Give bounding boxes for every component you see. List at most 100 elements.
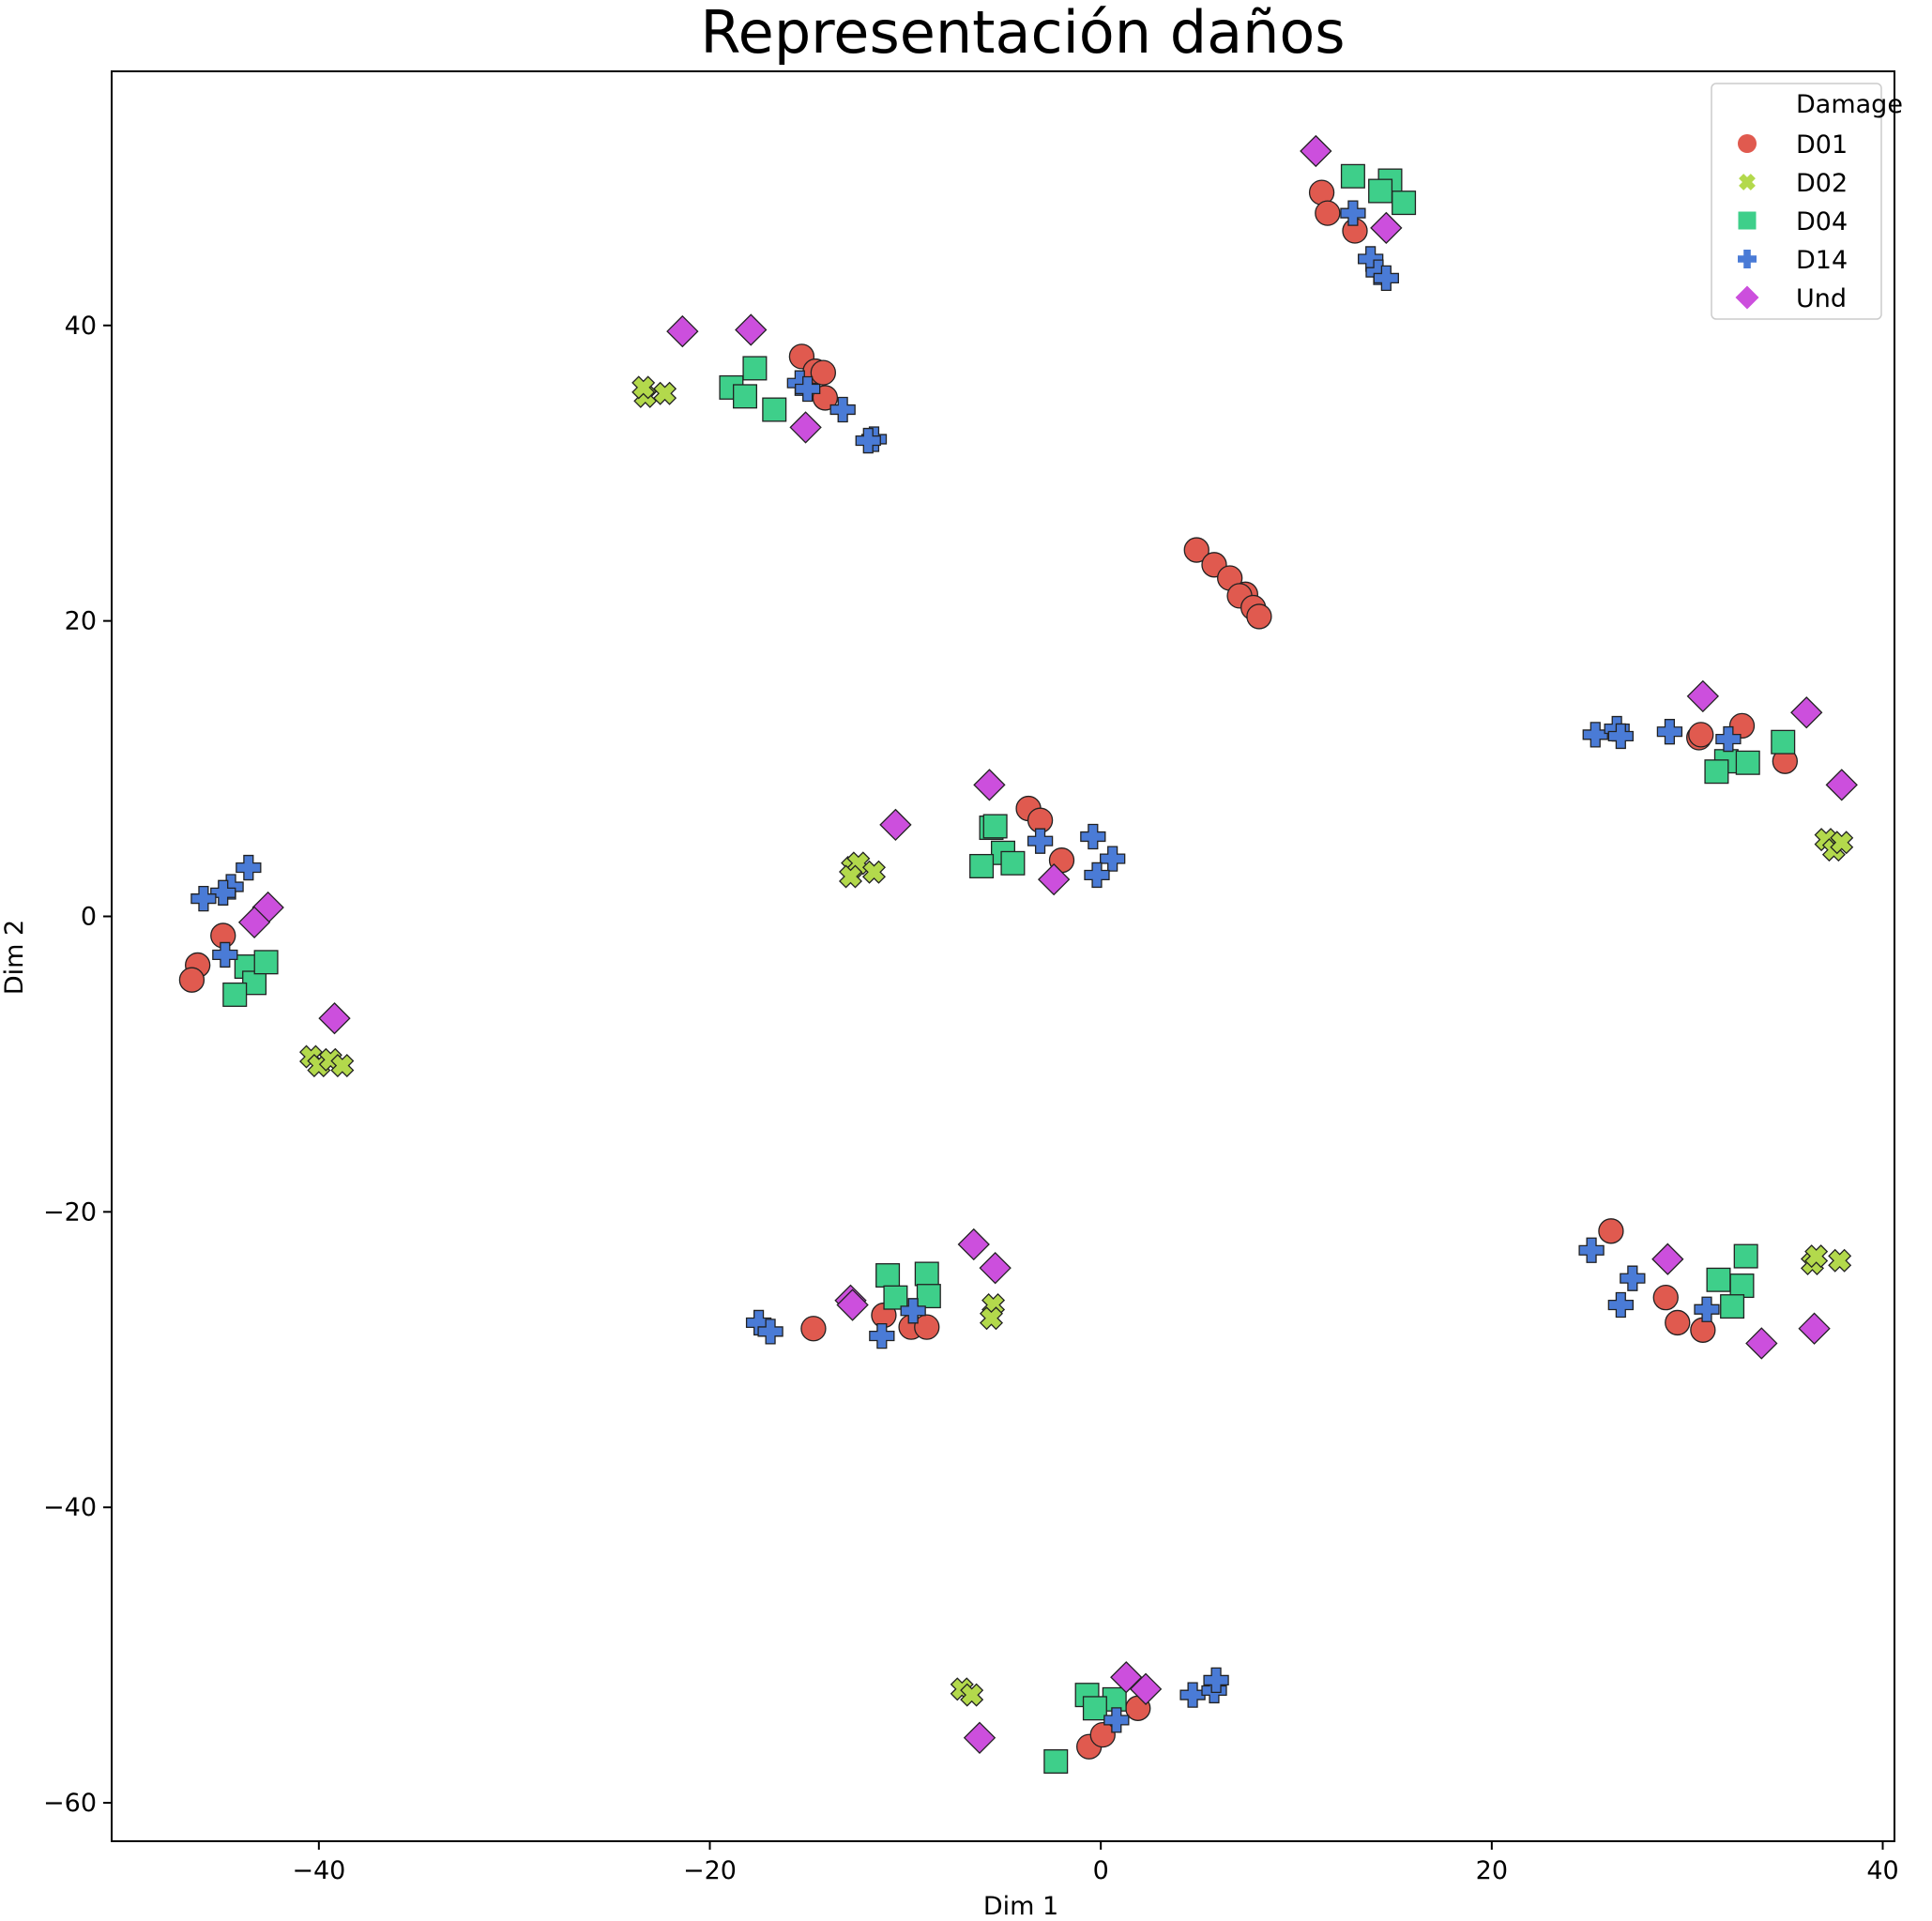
point-d01 [1665,1309,1691,1336]
y-tick-label: −20 [43,1197,97,1227]
point-d04 [1733,1243,1758,1269]
point-und [237,906,271,938]
x-tick-label: 20 [1476,1856,1508,1885]
legend-label: D01 [1796,130,1848,160]
legend-item-d14: D14 [1738,246,1848,275]
point-und [1790,696,1823,729]
point-d14 [1373,265,1399,292]
point-und [735,313,768,346]
point-d04 [1368,178,1393,204]
point-d14 [1694,1296,1720,1322]
series-d01 [178,179,1798,1760]
point-d02 [960,1683,984,1707]
point-d14 [1656,719,1683,745]
legend-label: D04 [1796,207,1848,236]
series-d02 [298,375,1854,1707]
y-tick-label: −40 [43,1493,97,1522]
point-d04 [742,356,768,381]
legend-item-d01: D01 [1738,130,1848,160]
point-d04 [883,1285,908,1310]
point-d14 [795,375,821,403]
point-d04 [1704,759,1729,785]
point-d02 [330,1053,355,1077]
point-d14 [900,1298,926,1324]
point-d02 [979,1306,1004,1331]
legend-marker-d04 [1738,211,1757,230]
point-und [1745,1327,1778,1360]
point-d14 [1080,823,1106,850]
x-tick-label: 0 [1093,1856,1109,1885]
point-d01 [1315,200,1341,226]
data-points-layer [178,134,1858,1774]
x-tick-label: 40 [1866,1856,1898,1885]
point-d01 [178,967,205,993]
legend-item-d02: D02 [1739,169,1848,198]
legend-title: Damage [1796,90,1903,119]
point-und [1370,211,1403,245]
point-und [979,1252,1012,1285]
point-und [666,314,699,348]
point-d14 [190,885,217,912]
point-und [963,1721,996,1754]
point-d04 [222,982,248,1007]
legend-label: D02 [1796,169,1848,198]
point-d04 [253,950,279,975]
point-d14 [1715,725,1742,753]
point-d04 [1771,729,1796,755]
point-d14 [855,427,881,454]
series-d04 [222,163,1796,1774]
y-tick-label: 40 [65,312,97,341]
legend-marker-d01 [1738,134,1757,153]
point-d02 [653,381,677,405]
point-und [1798,1312,1831,1345]
point-d04 [982,814,1008,839]
point-d14 [212,941,238,968]
point-d01 [1183,537,1209,563]
point-d04 [916,1284,941,1309]
y-tick-label: 20 [65,607,97,636]
point-d01 [1246,603,1272,630]
series-und [237,134,1858,1754]
point-und [1300,134,1332,168]
point-d14 [1027,828,1054,854]
point-und [789,411,822,444]
legend-marker-d02 [1739,174,1756,191]
legend: Damage D01 D02 D04 D14 Und [1711,83,1903,320]
point-d04 [875,1263,901,1288]
point-und [1110,1661,1143,1694]
point-d14 [829,396,856,423]
x-tick-label: −40 [292,1856,345,1885]
point-d01 [1598,1218,1624,1244]
point-d14 [1578,1237,1605,1263]
point-und [836,1288,869,1321]
point-und [1651,1243,1684,1275]
point-d04 [914,1261,939,1287]
point-d04 [762,397,787,422]
point-d04 [1729,1273,1755,1299]
point-und [1825,769,1858,801]
axis-ticks-layer: −40 −20 0 20 40 −60 −40 −20 0 20 40 [43,312,1899,1885]
chart-title: Representación daños [700,0,1345,67]
point-d14 [1582,722,1608,748]
point-d02 [861,860,887,884]
point-d14 [1100,846,1126,872]
series-d14 [190,200,1742,1733]
y-tick-label: 0 [81,902,97,931]
point-und [957,1227,990,1261]
point-d14 [757,1319,783,1345]
point-und [1129,1672,1163,1706]
point-d04 [1720,1294,1745,1319]
legend-item-und: Und [1735,284,1847,313]
point-d14 [210,879,236,906]
point-d01 [1728,712,1756,739]
point-d14 [869,1322,895,1349]
plot-area-frame [111,70,1895,1842]
point-d14 [1620,1265,1646,1291]
y-tick-label: −60 [43,1789,97,1818]
point-d14 [1103,1707,1130,1733]
point-und [1686,679,1720,713]
x-axis-label: Dim 1 [983,1892,1058,1916]
point-d01 [914,1314,940,1340]
